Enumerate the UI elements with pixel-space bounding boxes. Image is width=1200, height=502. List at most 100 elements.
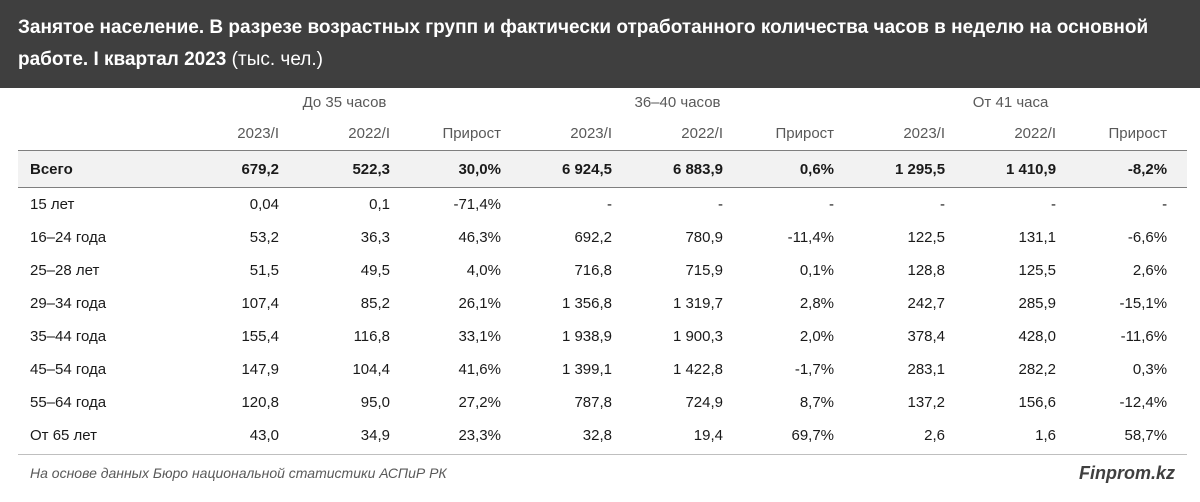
total-row: Всего 679,2 522,3 30,0% 6 924,5 6 883,9 0,6% 1 … [18, 150, 1188, 188]
cell: 1 356,8 [561, 295, 612, 312]
cell: 33,1% [458, 328, 501, 345]
cell: 4,0% [466, 262, 501, 279]
cell: 128,8 [907, 262, 946, 279]
cell: 242,7 [907, 295, 946, 312]
cell: 0,1 [369, 196, 390, 213]
column-header: Прирост [1108, 125, 1168, 142]
group-row: До 35 часов 36–40 часов От 41 часа [18, 88, 1187, 117]
data-table: До 35 часов 36–40 часов От 41 часа 2023/I 20… [18, 88, 1188, 452]
cell: 0,3% [1132, 361, 1168, 378]
cell: -11,4% [787, 229, 835, 246]
cell: 679,2 [188, 150, 299, 188]
row-label: 16–24 года [30, 229, 107, 246]
cell: 0,1% [799, 262, 835, 279]
column-row: 2023/I 2022/I Прирост 2023/I 2022/I Прирост 20… [18, 117, 1187, 151]
row-label: 35–44 года [30, 328, 107, 345]
cell: 41,6% [458, 361, 501, 378]
cell: 724,9 [685, 394, 723, 411]
cell: 51,5 [249, 262, 279, 279]
cell: 46,3% [458, 229, 501, 246]
row-label: От 65 лет [30, 427, 98, 444]
row: 25–28 лет 51,5 49,5 4,0% 716,8 715,9 0,1% 128,8… [18, 254, 1187, 287]
corner [18, 88, 188, 117]
cell: 1 422,8 [672, 361, 723, 378]
cell: 283,1 [907, 361, 946, 378]
column-header: 2023/I [903, 125, 946, 142]
group-header: От 41 часа [972, 94, 1049, 111]
cell: 780,9 [685, 229, 723, 246]
row-label: 29–34 года [30, 295, 107, 312]
cell: -11,6% [1120, 328, 1168, 345]
row: От 65 лет 43,0 34,9 23,3% 32,8 19,4 69,7% 2,6 1,… [18, 419, 1187, 452]
row-label: 15 лет [30, 196, 75, 213]
cell: 1 295,5 [854, 150, 966, 188]
cell: 2,8% [799, 295, 835, 312]
cell: 23,3% [458, 427, 501, 444]
cell: 378,4 [907, 328, 946, 345]
cell: 285,9 [1018, 295, 1057, 312]
title-bar: Занятое население. В разрезе возрастных … [0, 0, 1200, 88]
cell: 36,3 [360, 229, 390, 246]
cell: 116,8 [353, 328, 390, 345]
cell: 6 883,9 [632, 150, 743, 188]
column-header: 2023/I [570, 125, 612, 142]
cell: 0,6% [743, 150, 855, 188]
cell: 95,0 [360, 394, 390, 411]
cell: -71,4% [453, 196, 501, 213]
cell: 692,2 [574, 229, 612, 246]
cell: 1 410,9 [965, 150, 1077, 188]
cell: 156,6 [1018, 394, 1057, 411]
cell: 53,2 [249, 229, 279, 246]
row: 35–44 года 155,4 116,8 33,1% 1 938,9 1 900,3 2… [18, 320, 1187, 353]
cell: 282,2 [1018, 361, 1057, 378]
row-label: 45–54 года [30, 361, 107, 378]
cell: 8,7% [799, 394, 835, 411]
cell: 2,6% [1132, 262, 1168, 279]
cell: 1 399,1 [561, 361, 612, 378]
cell: - [1051, 196, 1057, 213]
cell: 1,6 [1035, 427, 1057, 444]
cell: 131,1 [1018, 229, 1057, 246]
cell: -12,4% [1119, 394, 1168, 411]
cell: 107,4 [241, 295, 279, 312]
cell: 0,04 [249, 196, 279, 213]
row-label: 25–28 лет [30, 262, 100, 279]
column-header: Прирост [775, 125, 835, 142]
cell: 137,2 [907, 394, 946, 411]
cell: 85,2 [360, 295, 390, 312]
cell: 104,4 [352, 361, 390, 378]
cell: - [607, 196, 612, 213]
cell: 1 319,7 [672, 295, 723, 312]
cell: 19,4 [693, 427, 723, 444]
row-label: Всего [18, 150, 188, 188]
cell: 43,0 [249, 427, 279, 444]
cell: 122,5 [907, 229, 946, 246]
row: 45–54 года 147,9 104,4 41,6% 1 399,1 1 422,8 -… [18, 353, 1187, 386]
cell: 32,8 [582, 427, 612, 444]
cell: 787,8 [574, 394, 612, 411]
column-header: Прирост [442, 125, 501, 142]
cell: 58,7% [1124, 427, 1168, 444]
group-header: До 35 часов [302, 94, 387, 111]
cell: 716,8 [574, 262, 612, 279]
cell: 2,0% [799, 328, 835, 345]
column-header: 2022/I [681, 125, 723, 142]
unit: (тыс. чел.) [231, 49, 323, 70]
cell: 147,9 [241, 361, 279, 378]
column-header: 2023/I [237, 125, 279, 142]
row-label: 55–64 года [30, 394, 107, 411]
cell: 125,5 [1018, 262, 1057, 279]
cell: 27,2% [458, 394, 501, 411]
row: 15 лет 0,04 0,1 -71,4% - - - - - - [18, 188, 1187, 222]
cell: - [940, 196, 946, 213]
corner [18, 117, 188, 151]
cell: 26,1% [458, 295, 501, 312]
row: 16–24 года 53,2 36,3 46,3% 692,2 780,9 -11,4% 1… [18, 221, 1187, 254]
row: 55–64 года 120,8 95,0 27,2% 787,8 724,9 8,7% 13… [18, 386, 1187, 419]
cell: 34,9 [360, 427, 390, 444]
cell: - [1162, 196, 1168, 213]
cell: 6 924,5 [521, 150, 632, 188]
cell: 49,5 [360, 262, 390, 279]
cell: 1 938,9 [561, 328, 612, 345]
